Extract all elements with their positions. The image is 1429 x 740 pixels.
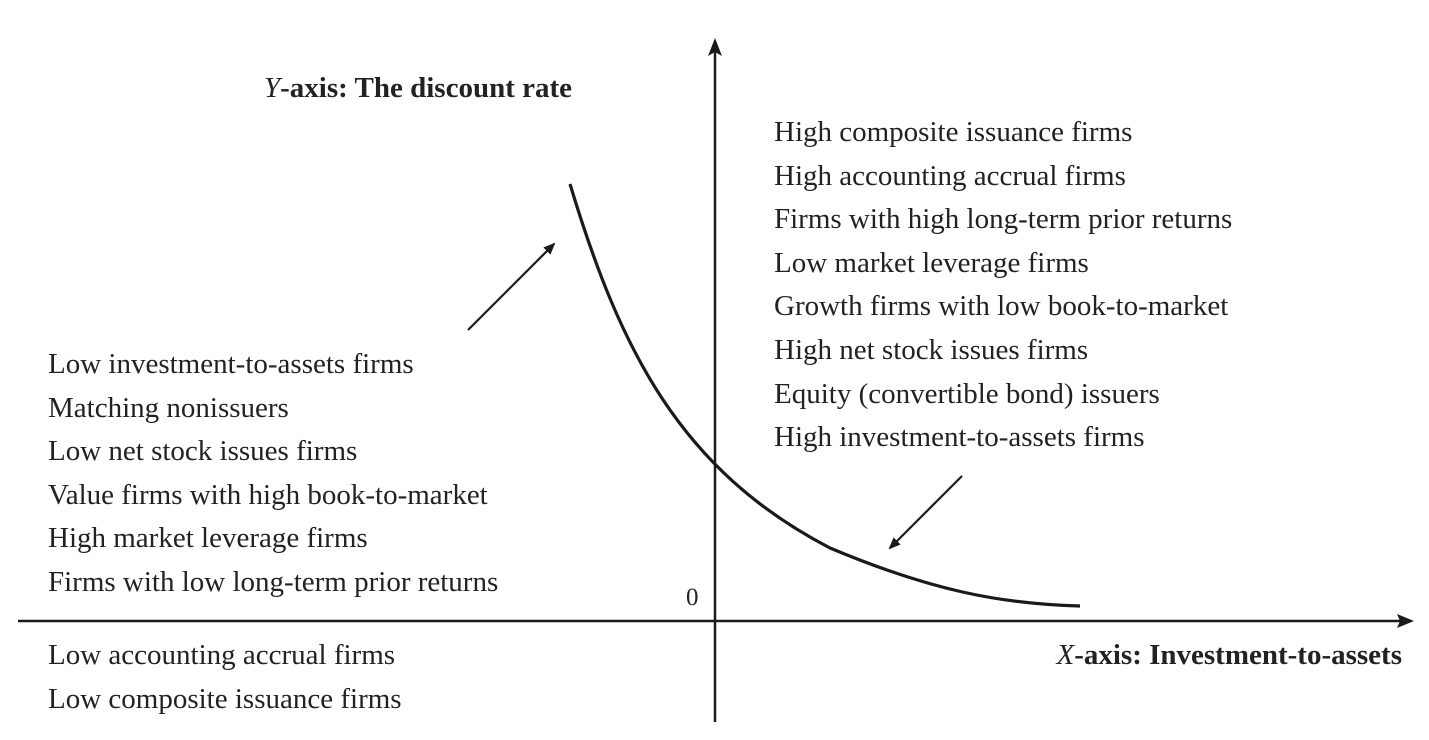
y-axis-variable: Y (264, 72, 281, 104)
list-item: High investment-to-assets firms (774, 421, 1145, 454)
list-item: Low accounting accrual firms (48, 639, 396, 671)
list-item: Low market leverage firms (774, 246, 1089, 279)
lower-left-firm-list: Low accounting accrual firms Low composi… (48, 640, 402, 727)
list-item: High net stock issues firms (774, 333, 1089, 366)
arrow-to-upper-curve (467, 242, 556, 331)
arrow-to-lower-curve (888, 475, 963, 550)
left-firm-list: Low investment-to-assets firms Matching … (48, 349, 498, 611)
list-item: High market leverage firms (48, 522, 368, 555)
list-item: Low investment-to-assets firms (48, 348, 414, 380)
list-item: Growth firms with low book-to-market (774, 290, 1229, 323)
x-axis-title-text: -axis: Investment-to-assets (1074, 639, 1402, 671)
list-item: High accounting accrual firms (774, 159, 1126, 192)
list-item: Equity (convertible bond) issuers (774, 377, 1160, 410)
list-item: Matching nonissuers (48, 391, 289, 424)
upper-right-firm-list: High composite issuance firms High accou… (774, 117, 1232, 466)
list-item: Low composite issuance firms (48, 682, 402, 715)
x-axis-title: X-axis: Investment-to-assets (1056, 640, 1402, 670)
x-axis-arrowhead (1397, 614, 1414, 628)
origin-label: 0 (686, 584, 699, 611)
list-item: High composite issuance firms (774, 116, 1133, 148)
x-axis-variable: X (1056, 639, 1075, 671)
y-axis-title: Y-axis: The discount rate (264, 73, 572, 103)
y-axis-arrowhead (708, 38, 722, 56)
list-item: Firms with low long-term prior returns (48, 565, 499, 598)
list-item: Firms with high long-term prior returns (774, 203, 1233, 236)
list-item: Low net stock issues firms (48, 435, 358, 468)
discount-rate-curve (568, 183, 1081, 608)
y-axis-title-text: -axis: The discount rate (280, 72, 573, 104)
list-item: Value firms with high book-to-market (48, 478, 488, 511)
